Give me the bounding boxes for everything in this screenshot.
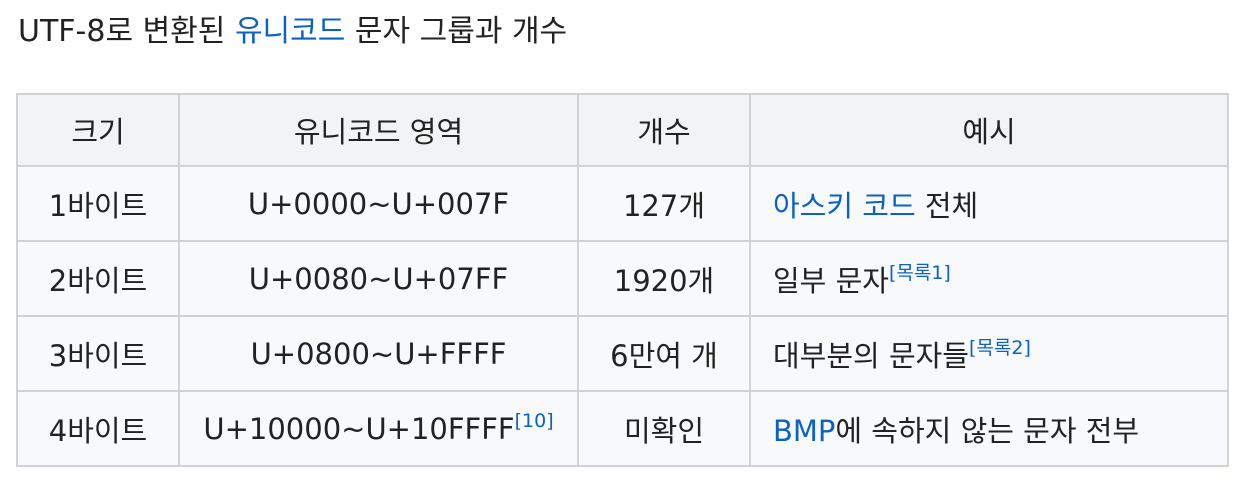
cell-range: U+0000~U+007F — [178, 165, 579, 242]
table-row: 3바이트 U+0800~U+FFFF 6만여 개 대부분의 문자들[목록2] — [16, 315, 1229, 392]
table-caption: UTF-8로 변환된 유니코드 문자 그룹과 개수 — [18, 12, 567, 52]
table-row: 1바이트 U+0000~U+007F 127개 아스키 코드 전체 — [16, 165, 1229, 242]
range-text: U+0800~U+FFFF — [250, 336, 507, 371]
bmp-link[interactable]: BMP — [773, 413, 836, 448]
caption-suffix: 문자 그룹과 개수 — [345, 14, 568, 49]
range-text: U+0000~U+007F — [247, 186, 510, 221]
footnote-link-10[interactable]: [10] — [514, 409, 554, 432]
example-text: 대부분의 문자들 — [773, 338, 969, 373]
table-row: 4바이트 U+10000~U+10FFFF[10] 미확인 BMP에 속하지 않… — [16, 390, 1229, 467]
cell-example: 대부분의 문자들[목록2] — [749, 315, 1229, 392]
cell-example: BMP에 속하지 않는 문자 전부 — [749, 390, 1229, 467]
header-range: 유니코드 영역 — [178, 93, 579, 167]
footnote-ref: [목록1] — [889, 262, 951, 284]
cell-count: 127개 — [577, 165, 751, 242]
header-row: 크기 유니코드 영역 개수 예시 — [16, 93, 1229, 167]
ascii-link[interactable]: 아스키 코드 — [773, 188, 916, 223]
cell-size: 4바이트 — [16, 390, 180, 467]
cell-count: 6만여 개 — [577, 315, 751, 392]
cell-count: 미확인 — [577, 390, 751, 467]
example-text: 일부 문자 — [773, 263, 889, 298]
cell-range: U+0080~U+07FF — [178, 240, 579, 317]
range-text: U+0080~U+07FF — [248, 261, 509, 296]
cell-size: 2바이트 — [16, 240, 180, 317]
header-example: 예시 — [749, 93, 1229, 167]
table-row: 2바이트 U+0080~U+07FF 1920개 일부 문자[목록1] — [16, 240, 1229, 317]
cell-size: 3바이트 — [16, 315, 180, 392]
unicode-link[interactable]: 유니코드 — [234, 14, 346, 49]
footnote-ref: [10] — [515, 410, 554, 432]
example-text: 전체 — [915, 188, 979, 223]
cell-size: 1바이트 — [16, 165, 180, 242]
cell-example: 일부 문자[목록1] — [749, 240, 1229, 317]
footnote-link-list1[interactable]: [목록1] — [888, 261, 951, 284]
header-count: 개수 — [577, 93, 751, 167]
caption-prefix: UTF-8로 변환된 — [18, 14, 235, 49]
example-text: 에 속하지 않는 문자 전부 — [835, 413, 1140, 448]
header-size: 크기 — [16, 93, 180, 167]
cell-example: 아스키 코드 전체 — [749, 165, 1229, 242]
cell-count: 1920개 — [577, 240, 751, 317]
footnote-link-list2[interactable]: [목록2] — [968, 336, 1031, 359]
utf8-groups-table: 크기 유니코드 영역 개수 예시 1바이트 U+0000~U+007F 127개… — [16, 93, 1229, 467]
cell-range: U+0800~U+FFFF — [178, 315, 579, 392]
cell-range: U+10000~U+10FFFF[10] — [178, 390, 579, 467]
footnote-ref: [목록2] — [969, 337, 1031, 359]
range-text: U+10000~U+10FFFF — [203, 411, 515, 446]
